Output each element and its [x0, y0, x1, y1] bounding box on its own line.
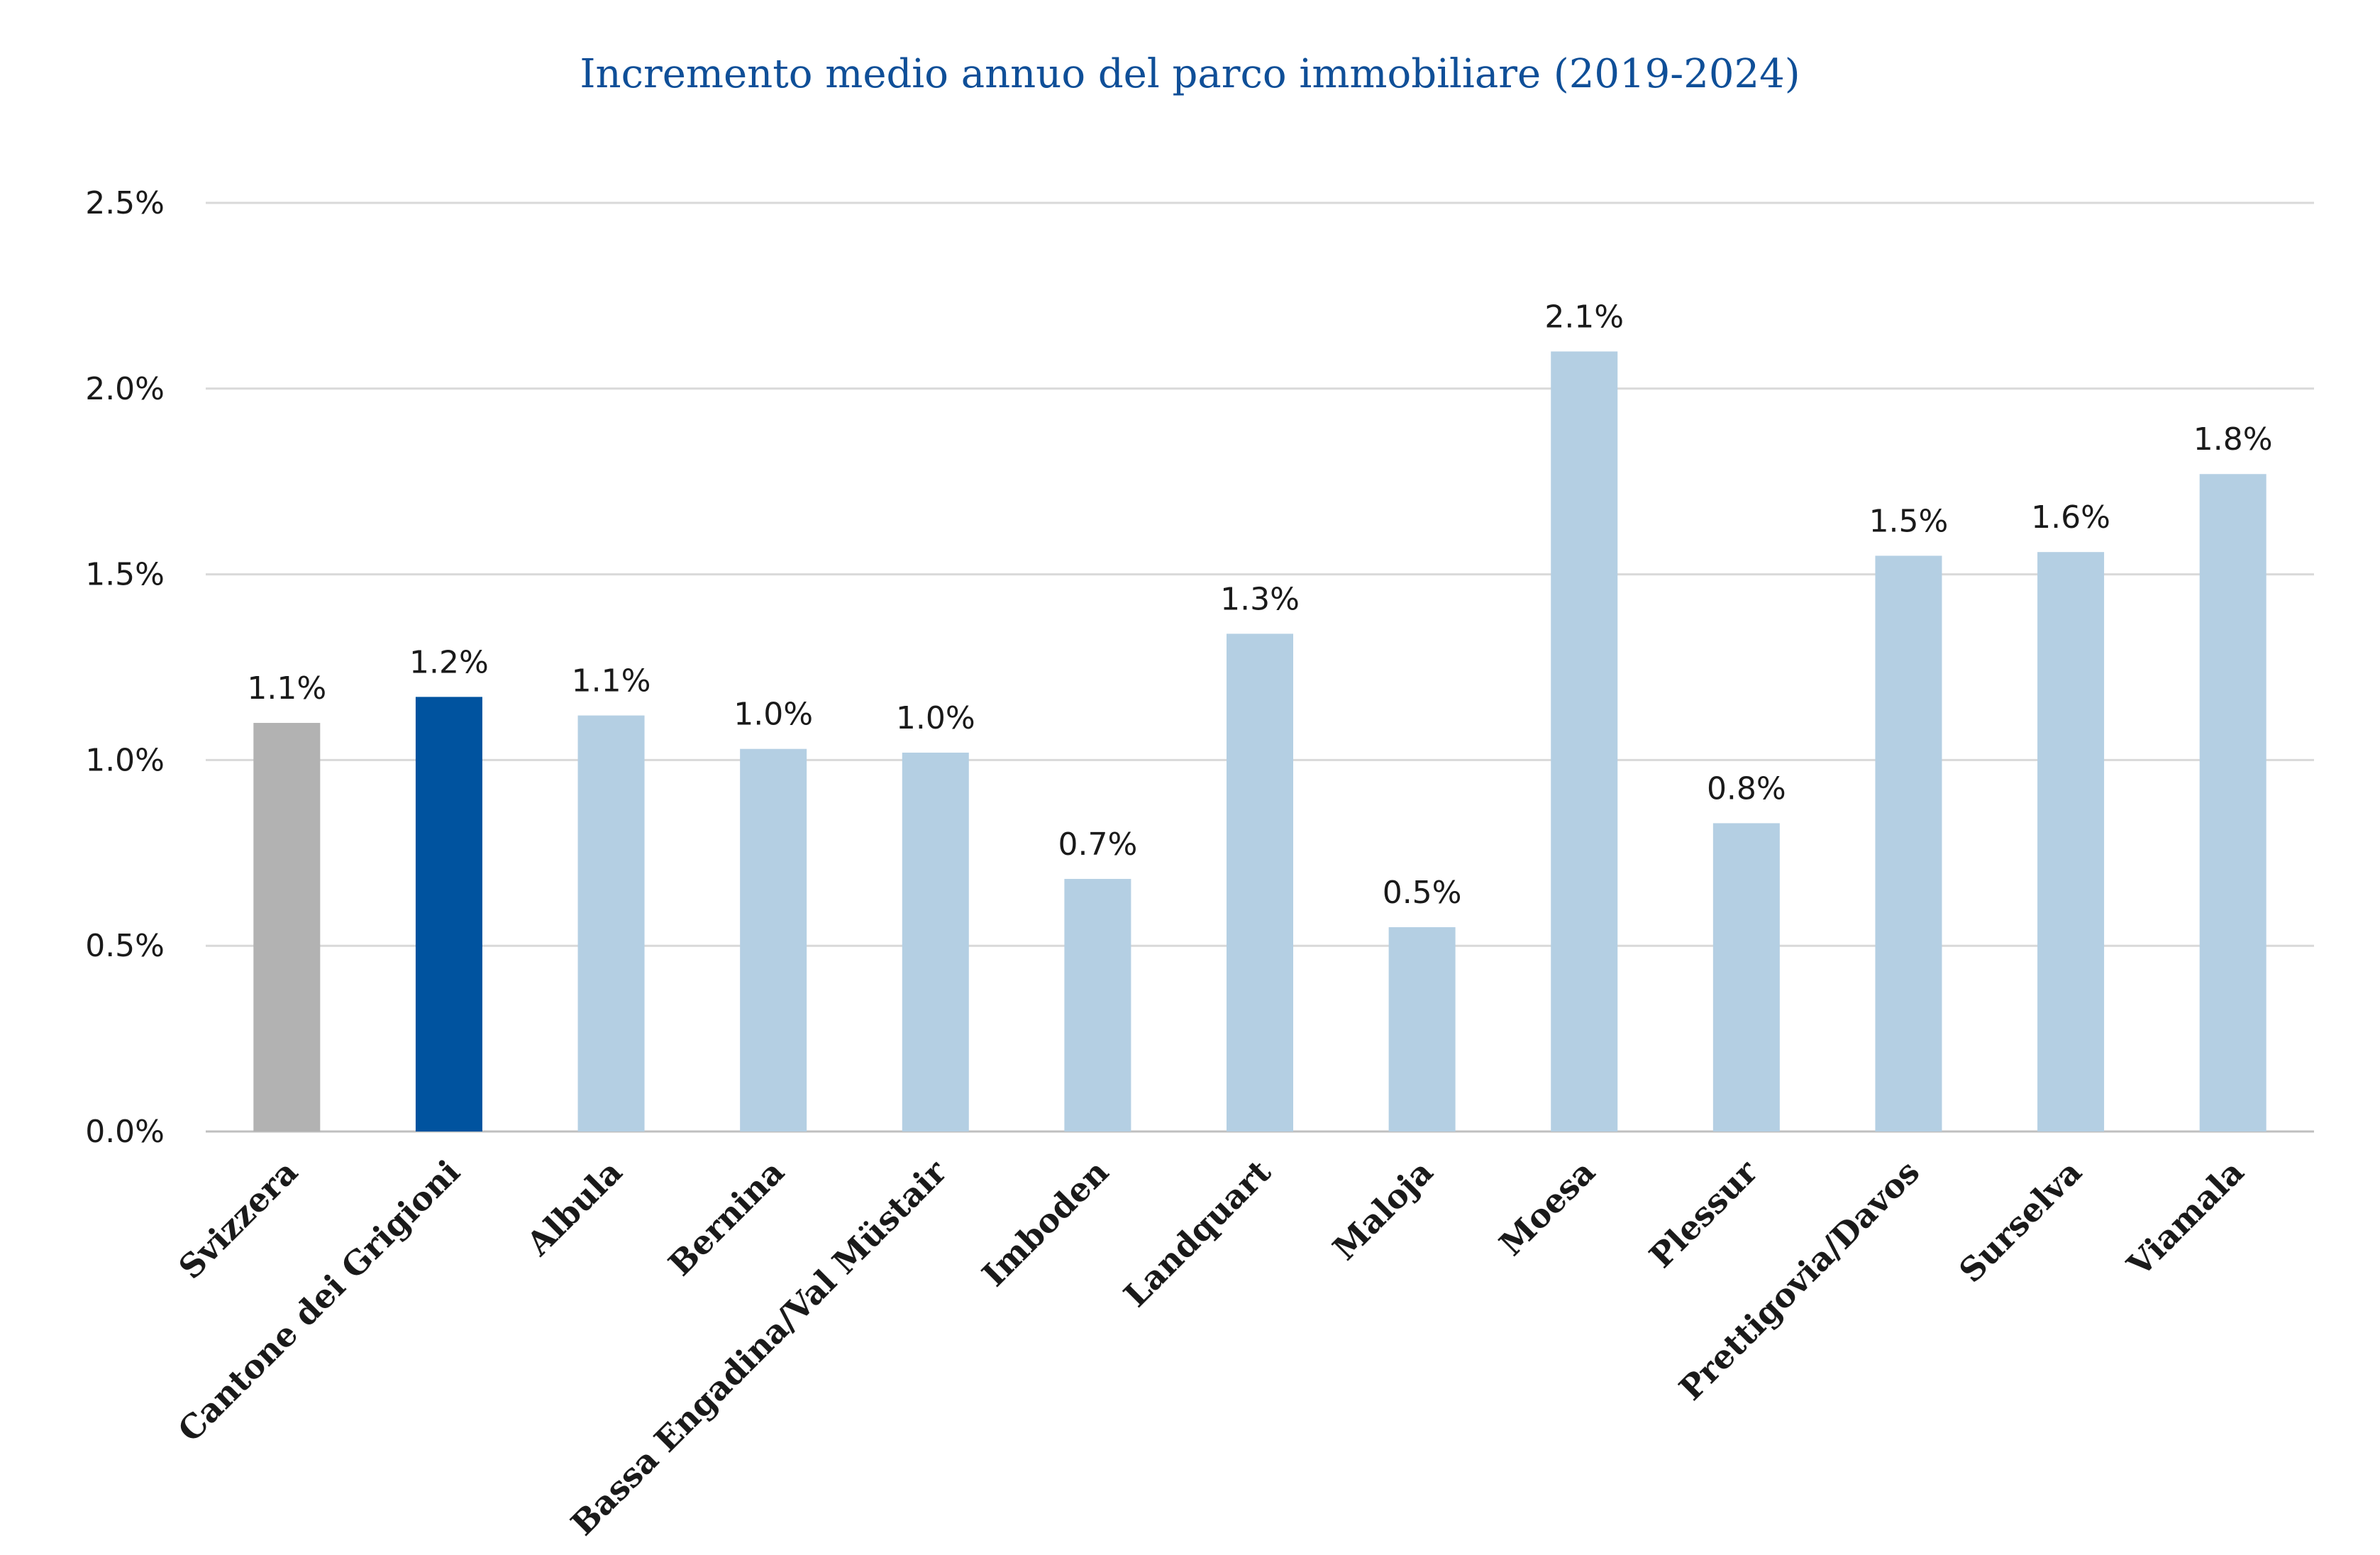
data-label: 1.6%	[2031, 499, 2110, 536]
category-label: Cantone dei Grigioni	[170, 1153, 467, 1449]
bars	[253, 351, 2266, 1132]
y-tick-label: 0.5%	[85, 928, 165, 964]
data-label: 1.1%	[572, 663, 651, 699]
category-label: Imboden	[975, 1153, 1116, 1294]
category-label: Maloja	[1325, 1153, 1440, 1268]
chart-title: Incremento medio annuo del parco immobil…	[580, 51, 1800, 97]
category-label: Svizzera	[171, 1153, 305, 1287]
bar	[740, 748, 807, 1131]
bar	[2037, 552, 2105, 1131]
bar	[577, 715, 645, 1131]
bar	[2199, 474, 2266, 1131]
y-axis-ticks: 0.0% 0.5% 1.0% 1.5% 2.0% 2.5%	[85, 185, 165, 1150]
data-label: 1.0%	[896, 700, 975, 736]
data-label: 1.3%	[1220, 581, 1300, 617]
data-label: 1.5%	[1869, 503, 1949, 539]
y-tick-label: 2.5%	[85, 185, 165, 221]
bar	[1064, 878, 1131, 1131]
data-label: 0.5%	[1383, 875, 1462, 911]
category-label: Surselva	[1952, 1153, 2089, 1290]
y-tick-label: 1.5%	[85, 557, 165, 593]
data-label: 2.1%	[1544, 299, 1624, 335]
bar	[1875, 555, 1942, 1131]
category-label: Albula	[519, 1153, 629, 1263]
y-tick-label: 1.0%	[85, 742, 165, 778]
data-labels: 1.1% 1.2% 1.1% 1.0% 1.0% 0.7% 1.3% 0.5% 2.1% 0.8%…	[247, 299, 2272, 911]
bar	[415, 697, 482, 1131]
data-label: 0.7%	[1058, 826, 1137, 863]
data-label: 1.2%	[409, 644, 489, 680]
data-label: 1.1%	[247, 670, 326, 707]
y-tick-label: 2.0%	[85, 371, 165, 407]
bar	[1551, 351, 1618, 1132]
bar	[1227, 633, 1293, 1131]
category-label: Bernina	[661, 1153, 792, 1283]
data-label: 0.8%	[1707, 770, 1786, 807]
category-label: Moesa	[1492, 1153, 1603, 1263]
category-label: Plessur	[1642, 1152, 1766, 1275]
bar	[1388, 927, 1456, 1131]
category-label: Landquart	[1117, 1152, 1279, 1315]
bar	[253, 723, 321, 1131]
data-label: 1.8%	[2193, 421, 2273, 458]
data-label: 1.0%	[734, 697, 813, 733]
bar	[1712, 823, 1780, 1131]
y-tick-label: 0.0%	[85, 1114, 165, 1150]
bar	[902, 752, 969, 1131]
category-label: Viamala	[2120, 1153, 2252, 1285]
